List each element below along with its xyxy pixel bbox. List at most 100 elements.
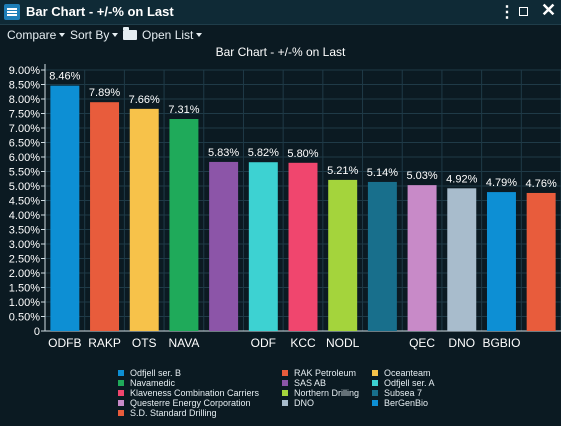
legend-label: Navamedic [130, 378, 176, 388]
x-tick-label: NAVA [168, 336, 199, 350]
x-tick-label: QEC [409, 336, 435, 350]
y-tick-label: 7.00% [9, 123, 40, 135]
y-tick-label: 3.00% [9, 239, 40, 251]
close-icon[interactable]: ✕ [541, 0, 557, 20]
legend-item: Navamedic [118, 378, 175, 388]
y-tick-label: 0.50% [9, 312, 40, 324]
x-tick-label: OTS [132, 336, 157, 350]
legend-label: BerGenBio [384, 398, 429, 408]
legend-label: S.D. Standard Drilling [130, 408, 217, 418]
y-tick-label: 5.50% [9, 167, 40, 179]
legend-swatch [282, 400, 288, 406]
legend-swatch [118, 390, 124, 396]
y-tick-label: 9.00% [9, 65, 40, 77]
legend-swatch [282, 380, 288, 386]
legend-item: Klaveness Combination Carriers [118, 388, 259, 398]
y-tick-label: 8.00% [9, 94, 40, 106]
legend-swatch [372, 370, 378, 376]
bar-chart: 9.00% 8.50% 8.00% 7.50% 7.00% 6.50% 6.00% 5.50%… [9, 64, 561, 350]
legend-item: SAS AB [282, 378, 326, 388]
menu-icon[interactable] [4, 4, 20, 20]
x-tick-label: ODF [251, 336, 276, 350]
y-tick-label: 7.50% [9, 109, 40, 121]
legend-label: Oceanteam [384, 368, 431, 378]
y-tick-label: 3.50% [9, 225, 40, 237]
legend-swatch [372, 400, 378, 406]
bar [248, 162, 278, 331]
legend-swatch [372, 380, 378, 386]
bar [50, 85, 80, 331]
y-tick-label: 4.00% [9, 210, 40, 222]
bar [169, 119, 199, 331]
legend-item: Odfjell ser. B [118, 368, 181, 378]
sortby-label: Sort By [70, 28, 110, 42]
y-tick-label: 2.00% [9, 268, 40, 280]
bar-value-label: 8.46% [49, 71, 80, 83]
legend-label: Odfjell ser. B [130, 368, 182, 378]
maximize-icon[interactable] [519, 7, 528, 16]
bar [526, 192, 556, 331]
legend-item: RAK Petroleum [282, 368, 356, 378]
legend-label: Northern Drilling [294, 388, 360, 398]
y-tick-label: 4.50% [9, 196, 40, 208]
chevron-down-icon [59, 33, 66, 37]
y-tick-label: 8.50% [9, 80, 40, 92]
compare-label: Compare [7, 28, 57, 42]
chevron-down-icon [112, 33, 119, 37]
bar-value-label: 7.31% [168, 104, 199, 116]
openlist-dropdown[interactable]: Open List [123, 27, 203, 42]
legend-item: Northern Drilling [282, 388, 359, 398]
openlist-label: Open List [142, 28, 194, 42]
bar [447, 188, 477, 331]
bar [90, 102, 120, 331]
sortby-dropdown[interactable]: Sort By [70, 28, 119, 42]
bar [129, 108, 159, 331]
legend-swatch [282, 370, 288, 376]
legend-label: SAS AB [294, 378, 327, 388]
y-tick-label: 6.00% [9, 152, 40, 164]
legend-label: Klaveness Combination Carriers [130, 388, 260, 398]
bar-value-label: 5.83% [208, 147, 239, 159]
bar [367, 181, 397, 331]
chevron-down-icon [196, 33, 203, 37]
x-tick-label: KCC [290, 336, 316, 350]
x-tick-label: BGBIO [482, 336, 520, 350]
y-tick-label: 6.50% [9, 138, 40, 150]
legend-label: Odfjell ser. A [384, 378, 435, 388]
bar [209, 161, 239, 331]
kebab-icon[interactable]: ⋮ [499, 4, 515, 21]
x-tick-label: ODFB [48, 336, 81, 350]
legend-item: Questerre Energy Corporation [118, 398, 251, 408]
bar [328, 179, 358, 331]
legend-item: Odfjell ser. A [372, 378, 435, 388]
toolbar: Compare Sort By Open List [0, 25, 561, 45]
y-tick-label: 5.00% [9, 181, 40, 193]
compare-dropdown[interactable]: Compare [7, 28, 66, 42]
chart-title: Bar Chart - +/-% on Last [215, 45, 346, 59]
bar-value-label: 4.76% [526, 178, 557, 190]
legend-swatch [282, 390, 288, 396]
bar-value-label: 5.21% [327, 165, 358, 177]
legend-item: S.D. Standard Drilling [118, 408, 217, 418]
legend-label: Subsea 7 [384, 388, 423, 398]
x-tick-label: RAKP [88, 336, 121, 350]
legend-swatch [118, 410, 124, 416]
bar-value-label: 7.89% [89, 87, 120, 99]
legend-label: RAK Petroleum [294, 368, 357, 378]
bar-value-label: 4.92% [446, 173, 477, 185]
x-tick-label: NODL [326, 336, 360, 350]
legend-label: DNO [294, 398, 314, 408]
window-titlebar: Bar Chart - +/-% on Last ⋮ ✕ [0, 0, 561, 25]
bar [486, 192, 516, 331]
y-tick-label: 1.00% [9, 297, 40, 309]
legend-item: DNO [282, 398, 314, 408]
legend-swatch [118, 370, 124, 376]
bar [288, 162, 318, 331]
legend-item: BerGenBio [372, 398, 428, 408]
bar [407, 185, 437, 331]
bar-value-label: 5.82% [248, 147, 279, 159]
legend-swatch [118, 400, 124, 406]
x-tick-label: DNO [448, 336, 475, 350]
y-tick-label: 1.50% [9, 283, 40, 295]
legend-swatch [118, 380, 124, 386]
